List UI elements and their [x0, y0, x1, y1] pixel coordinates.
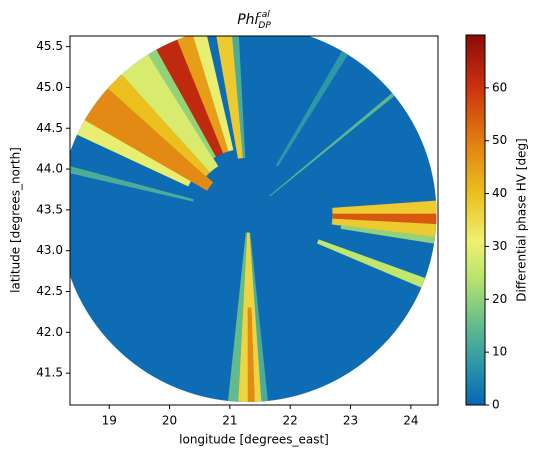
radar-sector [269, 92, 395, 197]
plot-frame [69, 35, 439, 406]
colorbar-tick-label: 40 [492, 186, 507, 200]
x-axis-label: longitude [degrees_east] [179, 433, 329, 447]
title-base: Phi [237, 12, 258, 28]
radar-field [70, 36, 437, 402]
colorbar-tick-label: 10 [492, 345, 507, 359]
colorbar-tick-label: 50 [492, 133, 507, 147]
y-tick-label: 43.0 [36, 243, 63, 257]
title-sub: DP [258, 21, 271, 31]
radar-sector [316, 239, 426, 288]
radar-sector [84, 87, 214, 191]
radar-sector [232, 36, 246, 159]
colorbar-tick-label: 20 [492, 292, 507, 306]
radar-sector [275, 51, 349, 167]
y-tick-label: 41.5 [36, 366, 63, 380]
radar-sector [332, 213, 437, 225]
x-tick-label: 20 [162, 414, 177, 428]
radar-sector [121, 54, 219, 173]
colorbar-tick-label: 60 [492, 80, 507, 94]
x-tick-label: 21 [222, 414, 237, 428]
y-tick-label: 45.0 [36, 80, 63, 94]
x-tick-label: 22 [283, 414, 298, 428]
y-tick-label: 42.0 [36, 325, 63, 339]
y-tick-label: 45.5 [36, 39, 63, 53]
radar-sector [340, 225, 436, 244]
radar-sector [70, 166, 194, 202]
title-sup: cal [257, 10, 270, 20]
y-axis-label: latitude [degrees_north] [9, 147, 23, 293]
colorbar-tick-label: 0 [492, 398, 500, 412]
chart-title: PhiDPcal [237, 10, 271, 31]
x-tick-label: 19 [102, 414, 117, 428]
x-tick-label: 24 [403, 414, 418, 428]
x-tick-label: 23 [343, 414, 358, 428]
radar-sector [247, 307, 255, 402]
radar-sector [193, 36, 234, 152]
y-tick-label: 42.5 [36, 284, 63, 298]
colorbar-tick-label: 30 [492, 239, 507, 253]
colorbar-label: Differential phase HV [deg] [515, 138, 529, 301]
y-tick-label: 43.5 [36, 202, 63, 216]
radar-sector [228, 232, 248, 402]
colorbar [465, 34, 486, 406]
y-tick-label: 44.0 [36, 162, 63, 176]
y-tick-label: 44.5 [36, 121, 63, 135]
